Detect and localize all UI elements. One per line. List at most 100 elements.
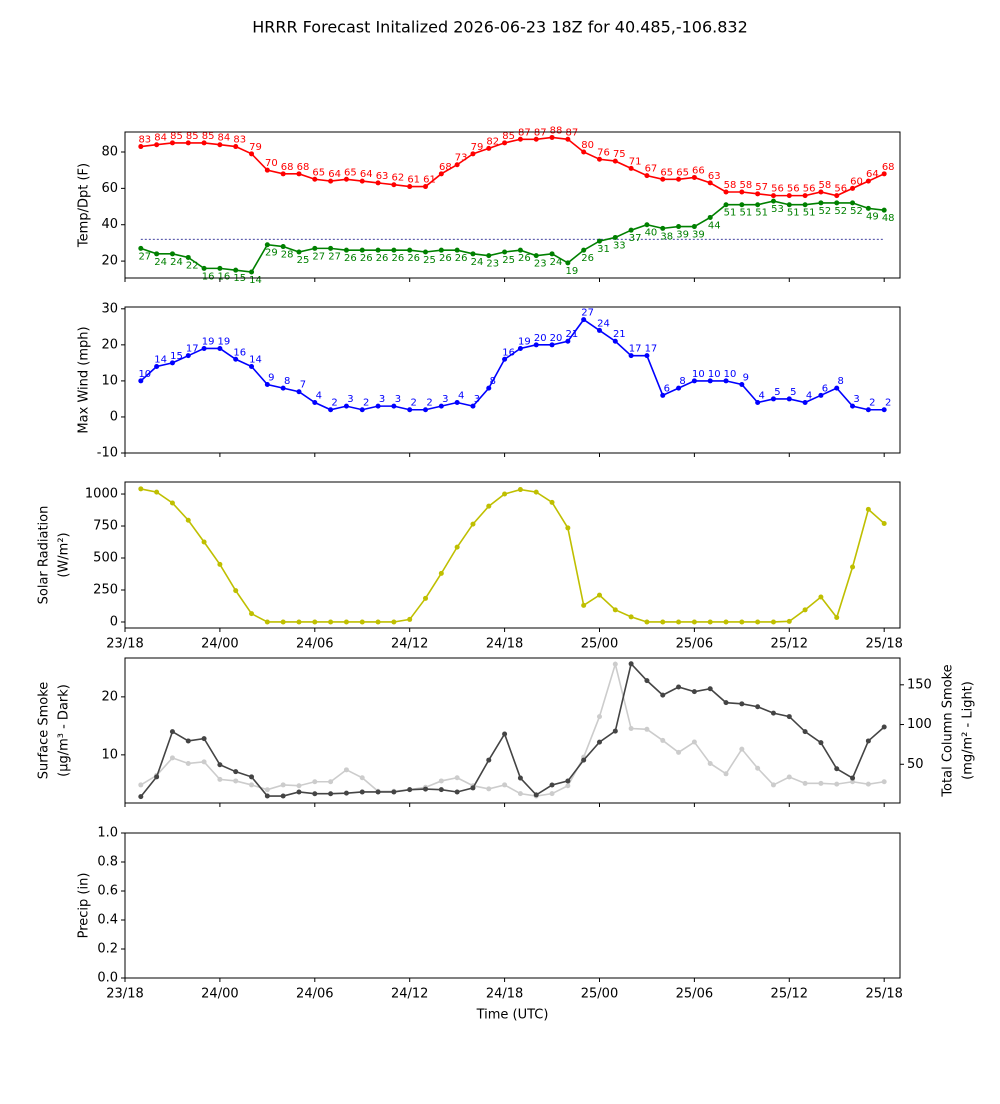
value-label: 26 bbox=[407, 253, 420, 264]
series-point bbox=[644, 222, 650, 228]
value-label: 17 bbox=[645, 344, 658, 355]
series-point bbox=[723, 378, 729, 384]
series-point bbox=[691, 174, 697, 180]
y-axis-label: (μg/m³ - Dark) bbox=[57, 684, 72, 777]
series-point bbox=[881, 171, 887, 177]
y-tick-label: 0.2 bbox=[97, 942, 118, 957]
value-label: 71 bbox=[629, 156, 642, 167]
y-axis-label: (W/m²) bbox=[57, 532, 72, 577]
value-label: 14 bbox=[154, 354, 167, 365]
value-label: 56 bbox=[803, 184, 816, 195]
series-point bbox=[217, 142, 223, 148]
y-tick-label: 60 bbox=[101, 181, 118, 196]
value-label: 6 bbox=[822, 383, 828, 394]
series-point bbox=[154, 363, 160, 369]
y-tick-label: 0.6 bbox=[97, 884, 118, 899]
value-label: 21 bbox=[613, 329, 626, 340]
series-point bbox=[438, 171, 444, 177]
value-label: 53 bbox=[771, 204, 784, 215]
series-point bbox=[407, 787, 413, 793]
series-point bbox=[676, 385, 682, 391]
value-label: 24 bbox=[597, 318, 610, 329]
series-point bbox=[154, 251, 160, 257]
x-tick-label: 25/18 bbox=[865, 637, 902, 652]
series-point bbox=[169, 140, 175, 146]
series-point bbox=[423, 595, 429, 601]
value-label: 83 bbox=[138, 135, 151, 146]
x-tick-label: 24/12 bbox=[391, 987, 428, 1002]
series-point bbox=[660, 392, 666, 398]
series-point bbox=[676, 176, 682, 182]
series-point bbox=[312, 176, 318, 182]
value-label: 67 bbox=[645, 164, 658, 175]
value-label: 68 bbox=[882, 162, 895, 173]
value-label: 73 bbox=[455, 153, 468, 164]
series-point bbox=[818, 780, 824, 786]
plot-frame bbox=[124, 131, 901, 279]
value-label: 27 bbox=[328, 251, 341, 262]
series-point bbox=[549, 499, 555, 505]
series-point bbox=[264, 619, 270, 625]
series-point bbox=[755, 191, 761, 197]
series-point bbox=[343, 767, 349, 773]
value-label: 26 bbox=[455, 253, 468, 264]
value-label: 63 bbox=[376, 171, 389, 182]
series-point bbox=[596, 592, 602, 598]
value-label: 63 bbox=[708, 171, 721, 182]
value-label: 51 bbox=[724, 208, 737, 219]
series-point bbox=[280, 782, 286, 788]
value-label: 8 bbox=[838, 376, 844, 387]
series-point bbox=[549, 134, 555, 140]
series-point bbox=[739, 619, 745, 625]
series-point bbox=[296, 783, 302, 789]
series-point bbox=[328, 619, 334, 625]
series-point bbox=[470, 785, 476, 791]
x-tick-label: 24/18 bbox=[486, 637, 523, 652]
series-line bbox=[140, 661, 885, 797]
series-point bbox=[723, 771, 729, 777]
series-point bbox=[454, 544, 460, 550]
series-point bbox=[391, 247, 397, 253]
series-point bbox=[644, 353, 650, 359]
series-point bbox=[391, 403, 397, 409]
value-label: 25 bbox=[423, 255, 436, 266]
series-point bbox=[138, 794, 144, 800]
value-label: 87 bbox=[534, 127, 547, 138]
value-label: 58 bbox=[739, 180, 752, 191]
series-point bbox=[233, 144, 239, 150]
series-point bbox=[169, 500, 175, 506]
series-point bbox=[201, 265, 207, 271]
series-point bbox=[454, 775, 460, 781]
series-point bbox=[359, 789, 365, 795]
series-point bbox=[739, 189, 745, 195]
value-label: 60 bbox=[850, 176, 863, 187]
value-label: 76 bbox=[597, 147, 610, 158]
series-point bbox=[691, 739, 697, 745]
x-tick-label: 25/06 bbox=[676, 987, 713, 1002]
value-label: 61 bbox=[423, 175, 436, 186]
value-label: 40 bbox=[645, 228, 658, 239]
series-point bbox=[217, 762, 223, 768]
series-point bbox=[865, 506, 871, 512]
series-point bbox=[865, 205, 871, 211]
y2-axis-label: (mg/m² - Light) bbox=[961, 681, 976, 780]
series-point bbox=[407, 407, 413, 413]
series-point bbox=[502, 140, 508, 146]
x-tick-label: 24/06 bbox=[296, 637, 333, 652]
series-point bbox=[676, 224, 682, 230]
value-label: 37 bbox=[629, 233, 642, 244]
value-label: 14 bbox=[249, 354, 262, 365]
series-point bbox=[249, 363, 255, 369]
series-point bbox=[154, 489, 160, 495]
y-tick-label: 0.0 bbox=[97, 971, 118, 986]
value-label: 88 bbox=[550, 125, 563, 136]
value-label: 58 bbox=[819, 180, 832, 191]
series-point bbox=[755, 202, 761, 208]
series-point bbox=[533, 342, 539, 348]
series-point bbox=[755, 619, 761, 625]
series-point bbox=[865, 407, 871, 413]
series-point bbox=[581, 317, 587, 323]
value-label: 38 bbox=[660, 231, 673, 242]
x-tick-label: 25/18 bbox=[865, 987, 902, 1002]
series-point bbox=[691, 689, 697, 695]
